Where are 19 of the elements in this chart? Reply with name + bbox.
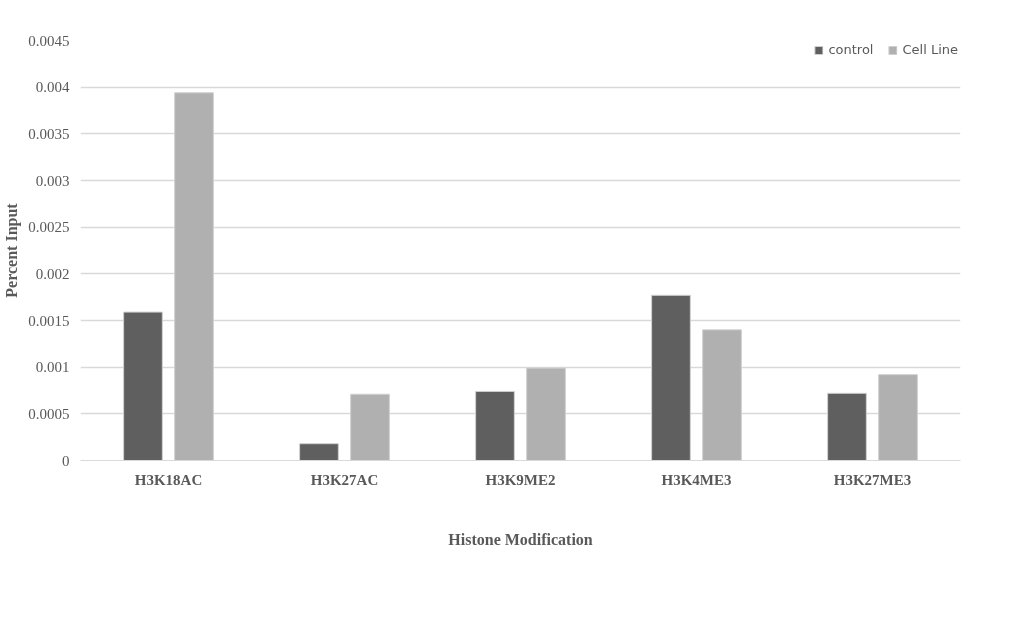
y-tick-label: 0.0025 bbox=[28, 219, 70, 236]
y-tick-label: 0.003 bbox=[35, 172, 70, 189]
x-tick-label: H3K27ME3 bbox=[833, 471, 912, 488]
x-tick-label: H3K18AC bbox=[134, 471, 203, 488]
legend-label: Cell Line bbox=[902, 42, 958, 57]
y-tick-label: 0.002 bbox=[35, 265, 70, 282]
x-tick-label: H3K27AC bbox=[310, 471, 379, 488]
y-tick-label: 0.0035 bbox=[28, 125, 70, 142]
y-tick-label: 0.0005 bbox=[28, 405, 70, 422]
legend-label: control bbox=[828, 42, 874, 57]
x-axis-title: Histone Modification bbox=[448, 530, 593, 548]
y-tick-label: 0.001 bbox=[35, 359, 70, 376]
y-tick-label: 0.0015 bbox=[28, 312, 70, 329]
y-tick-label: 0.0045 bbox=[28, 32, 70, 49]
y-tick-label: 0 bbox=[62, 452, 70, 469]
x-tick-label: H3K4ME3 bbox=[661, 471, 732, 488]
y-tick-label: 0.004 bbox=[35, 79, 70, 96]
x-tick-label: H3K9ME2 bbox=[485, 471, 556, 488]
y-axis-title: Percent Input bbox=[3, 202, 22, 298]
